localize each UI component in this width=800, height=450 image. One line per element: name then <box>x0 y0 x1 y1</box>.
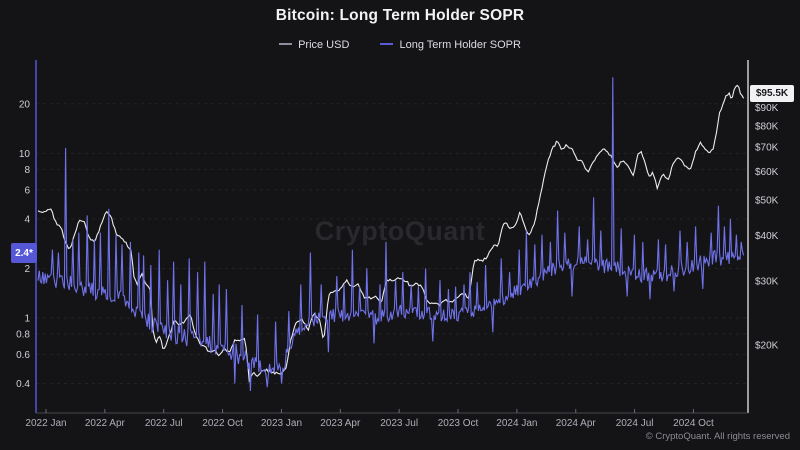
left-tick-label: 4 <box>24 214 30 225</box>
right-tick-label: $40K <box>755 231 779 242</box>
x-tick-label: 2023 Jul <box>380 418 418 429</box>
right-tick-label: $90K <box>755 103 779 114</box>
price-line <box>37 84 745 383</box>
x-tick-label: 2024 Apr <box>556 418 597 429</box>
x-tick-label: 2022 Jul <box>145 418 183 429</box>
x-tick-label: 2024 Jan <box>496 418 537 429</box>
left-tick-label: 6 <box>24 185 30 196</box>
sopr-line <box>37 77 745 392</box>
x-tick-label: 2022 Oct <box>202 418 243 429</box>
left-tick-label: 1 <box>24 314 30 325</box>
x-tick-label: 2023 Apr <box>320 418 361 429</box>
legend-item-sopr[interactable]: Long Term Holder SOPR <box>380 39 521 51</box>
sopr-line-swatch-icon <box>380 43 394 45</box>
right-tick-label: $30K <box>755 276 779 287</box>
left-tick-label: 0.8 <box>16 329 30 340</box>
chart-legend: Price USD Long Term Holder SOPR <box>0 39 800 51</box>
left-tick-label: 0.4 <box>16 379 30 390</box>
left-tick-label: 8 <box>24 165 30 176</box>
legend-label-price: Price USD <box>298 39 350 51</box>
right-tick-label: $80K <box>755 121 779 132</box>
left-tick-label: 2 <box>24 264 30 275</box>
x-tick-label: 2022 Jan <box>25 418 66 429</box>
cryptoquant-watermark: CryptoQuant <box>314 216 486 246</box>
right-tick-label: $60K <box>755 167 779 178</box>
x-tick-label: 2024 Oct <box>673 418 714 429</box>
page-title: Bitcoin: Long Term Holder SOPR <box>275 7 525 24</box>
price-line-swatch-icon <box>279 43 293 45</box>
right-tick-label: $70K <box>755 143 779 154</box>
price-current-value-badge: $95.5K <box>750 85 794 102</box>
right-tick-label: $50K <box>755 196 779 207</box>
legend-item-price[interactable]: Price USD <box>279 39 349 51</box>
sopr-current-value-badge: 2.4* <box>11 243 37 263</box>
left-tick-label: 20 <box>19 99 31 110</box>
left-tick-label: 10 <box>19 149 31 160</box>
x-tick-label: 2023 Jan <box>261 418 302 429</box>
x-tick-label: 2023 Oct <box>438 418 479 429</box>
copyright-notice: © CryptoQuant. All rights reserved <box>645 431 790 442</box>
left-tick-label: 0.6 <box>16 350 30 361</box>
x-tick-label: 2024 Jul <box>616 418 654 429</box>
x-tick-label: 2022 Apr <box>85 418 126 429</box>
legend-label-sopr: Long Term Holder SOPR <box>399 39 521 51</box>
right-tick-label: $20K <box>755 341 779 352</box>
